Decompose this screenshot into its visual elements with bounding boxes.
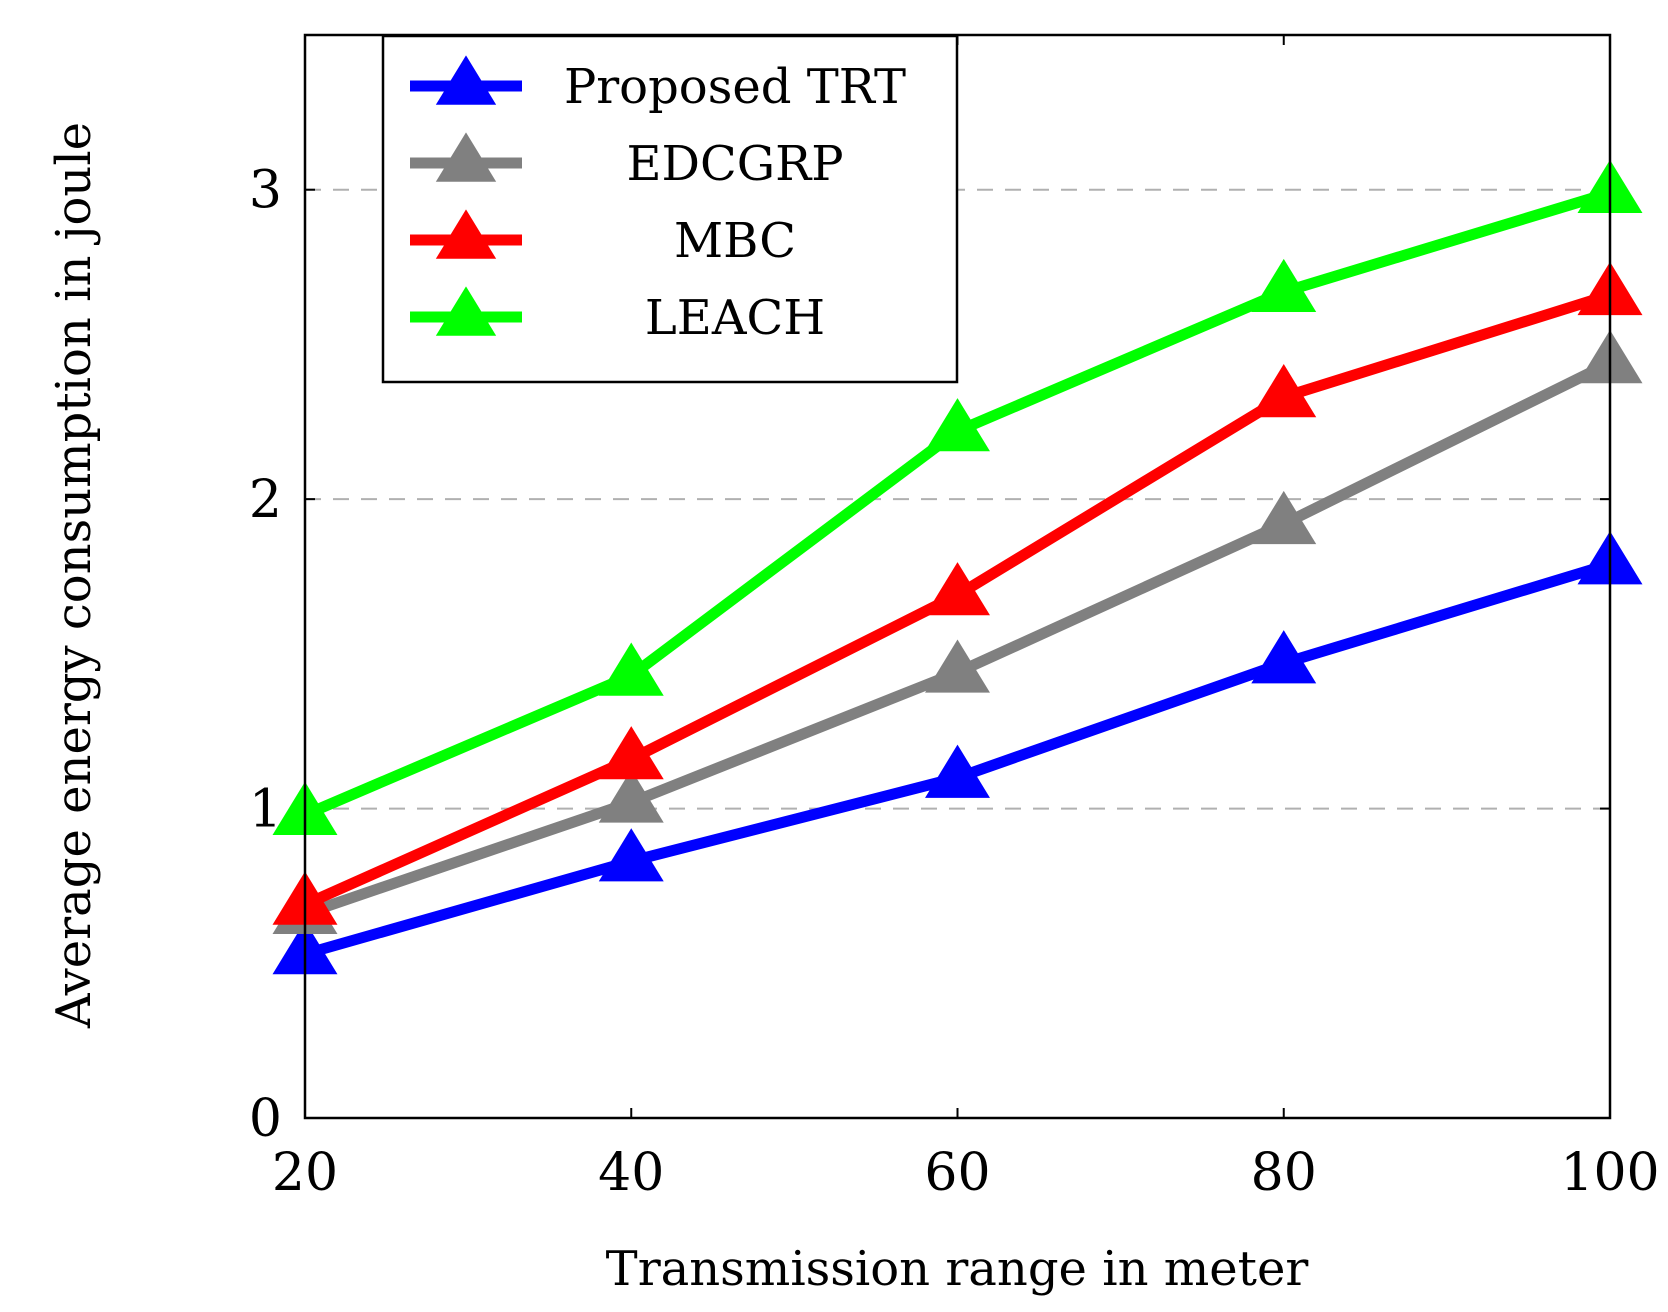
point-proposed-trt-40 bbox=[598, 828, 664, 882]
y-axis-label: Average energy consumption in joule bbox=[46, 122, 102, 1029]
point-leach-80 bbox=[1251, 258, 1317, 313]
point-mbc-60 bbox=[925, 562, 990, 616]
y-tick-label-0: 0 bbox=[249, 1089, 282, 1149]
point-proposed-trt-60 bbox=[925, 744, 990, 798]
legend-label-leach: LEACH bbox=[645, 290, 825, 346]
legend-swatch-marker-proposed-trt bbox=[435, 55, 497, 105]
y-tick-label-1: 1 bbox=[249, 780, 282, 840]
x-tick-label-60: 60 bbox=[924, 1143, 990, 1203]
point-leach-40 bbox=[598, 642, 664, 696]
legend: Proposed TRT EDCGRP MBC LEACH bbox=[381, 34, 959, 384]
legend-entry-mbc: MBC bbox=[410, 209, 796, 269]
series-lines bbox=[272, 159, 1643, 975]
series-leach bbox=[272, 159, 1643, 835]
point-edcgrp-80 bbox=[1251, 490, 1317, 545]
legend-entry-edcgrp: EDCGRP bbox=[410, 132, 844, 192]
y-tick-label-3: 3 bbox=[249, 161, 282, 221]
point-proposed-trt-80 bbox=[1251, 630, 1317, 684]
x-axis-label: Transmission range in meter bbox=[606, 1241, 1309, 1297]
legend-label-edcgrp: EDCGRP bbox=[626, 136, 843, 192]
point-leach-60 bbox=[925, 398, 990, 452]
legend-label-mbc: MBC bbox=[674, 213, 796, 269]
legend-swatch-marker-leach bbox=[435, 286, 497, 336]
x-tick-label-20: 20 bbox=[272, 1143, 338, 1203]
legend-swatch-marker-mbc bbox=[435, 209, 497, 259]
legend-label-proposed-trt: Proposed TRT bbox=[564, 59, 906, 115]
x-tick-labels: 20 40 60 80 100 bbox=[272, 1143, 1660, 1203]
point-mbc-40 bbox=[598, 726, 664, 780]
point-edcgrp-60 bbox=[925, 639, 990, 693]
point-edcgrp-40 bbox=[598, 769, 664, 823]
legend-swatch-marker-edcgrp bbox=[435, 132, 497, 182]
legend-entry-leach: LEACH bbox=[410, 286, 825, 346]
x-tick-label-40: 40 bbox=[598, 1143, 664, 1203]
point-mbc-80 bbox=[1251, 364, 1317, 418]
y-tick-labels: 0 1 2 3 bbox=[249, 161, 282, 1149]
x-tick-label-80: 80 bbox=[1251, 1143, 1317, 1203]
legend-entry-proposed-trt: Proposed TRT bbox=[410, 55, 906, 115]
x-tick-label-100: 100 bbox=[1560, 1143, 1659, 1203]
y-tick-label-2: 2 bbox=[249, 470, 282, 530]
